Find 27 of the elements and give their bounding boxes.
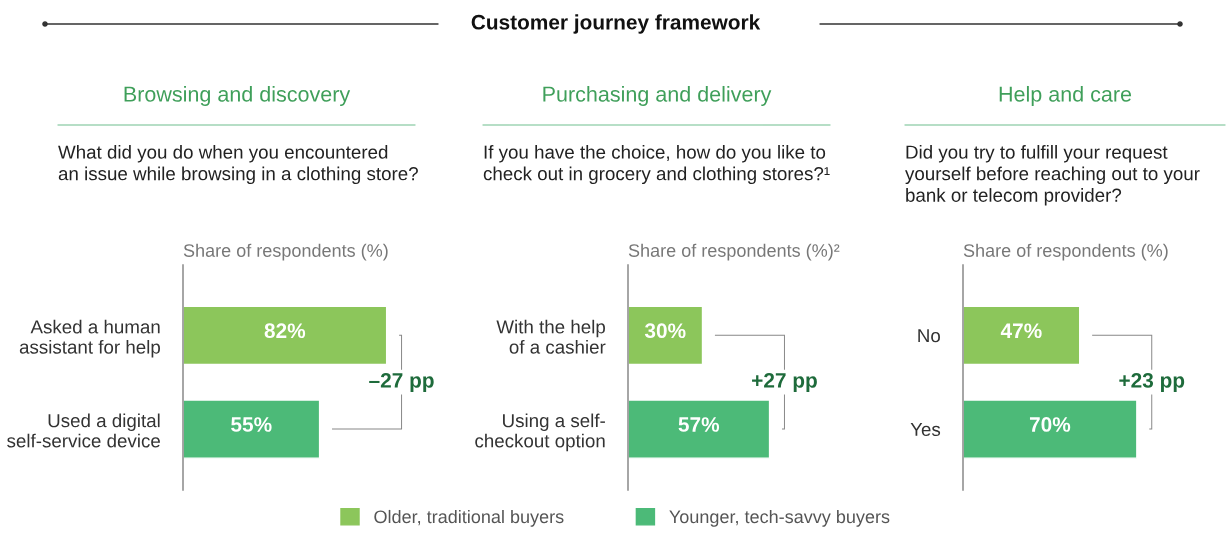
y-tick-label: With the help of a cashier [496, 319, 606, 354]
x-axis-title: Share of respondents (%)² [628, 243, 840, 261]
legend-label: Older, traditional buyers [374, 509, 564, 527]
y-tick-label: Used a digital self-service device [7, 413, 160, 448]
annotation: +23 pp [1119, 373, 1185, 392]
x-axis-title: Share of respondents (%) [963, 243, 1168, 261]
chart-subtitle: Did you try to fulfill your request yourself before reaching out to your bank or telecom provider? [905, 145, 1200, 206]
data-label: 70% [1029, 417, 1071, 432]
chart-title: Browsing and discovery [124, 85, 351, 107]
y-tick-label: Using a self- checkout option [475, 413, 605, 452]
chart-subtitle: If you have the choice, how do you like to check out in grocery and clothing stores?¹ [483, 145, 830, 185]
y-tick-label: Asked a human assistant for help [19, 319, 160, 358]
annotation: +27 pp [752, 373, 817, 392]
data-label: 30% [644, 323, 686, 339]
y-tick-label: No [918, 329, 940, 343]
annotation: –27 pp [369, 373, 434, 392]
chart-subtitle: What did you do when you encountered an issue while browsing in a clothing store? [58, 145, 418, 185]
data-label: 57% [678, 417, 720, 432]
x-axis-title: Share of respondents (%) [183, 243, 388, 261]
y-tick-label: Yes [910, 422, 941, 437]
legend-label: Younger, tech-savvy buyers [669, 509, 890, 527]
chart-title: Help and care [999, 85, 1132, 107]
data-label: 55% [231, 417, 272, 432]
data-label: 82% [264, 323, 306, 339]
chart-title: Purchasing and delivery [543, 85, 772, 107]
text: Customer journey framework [471, 14, 761, 34]
data-label: 47% [1000, 323, 1042, 339]
